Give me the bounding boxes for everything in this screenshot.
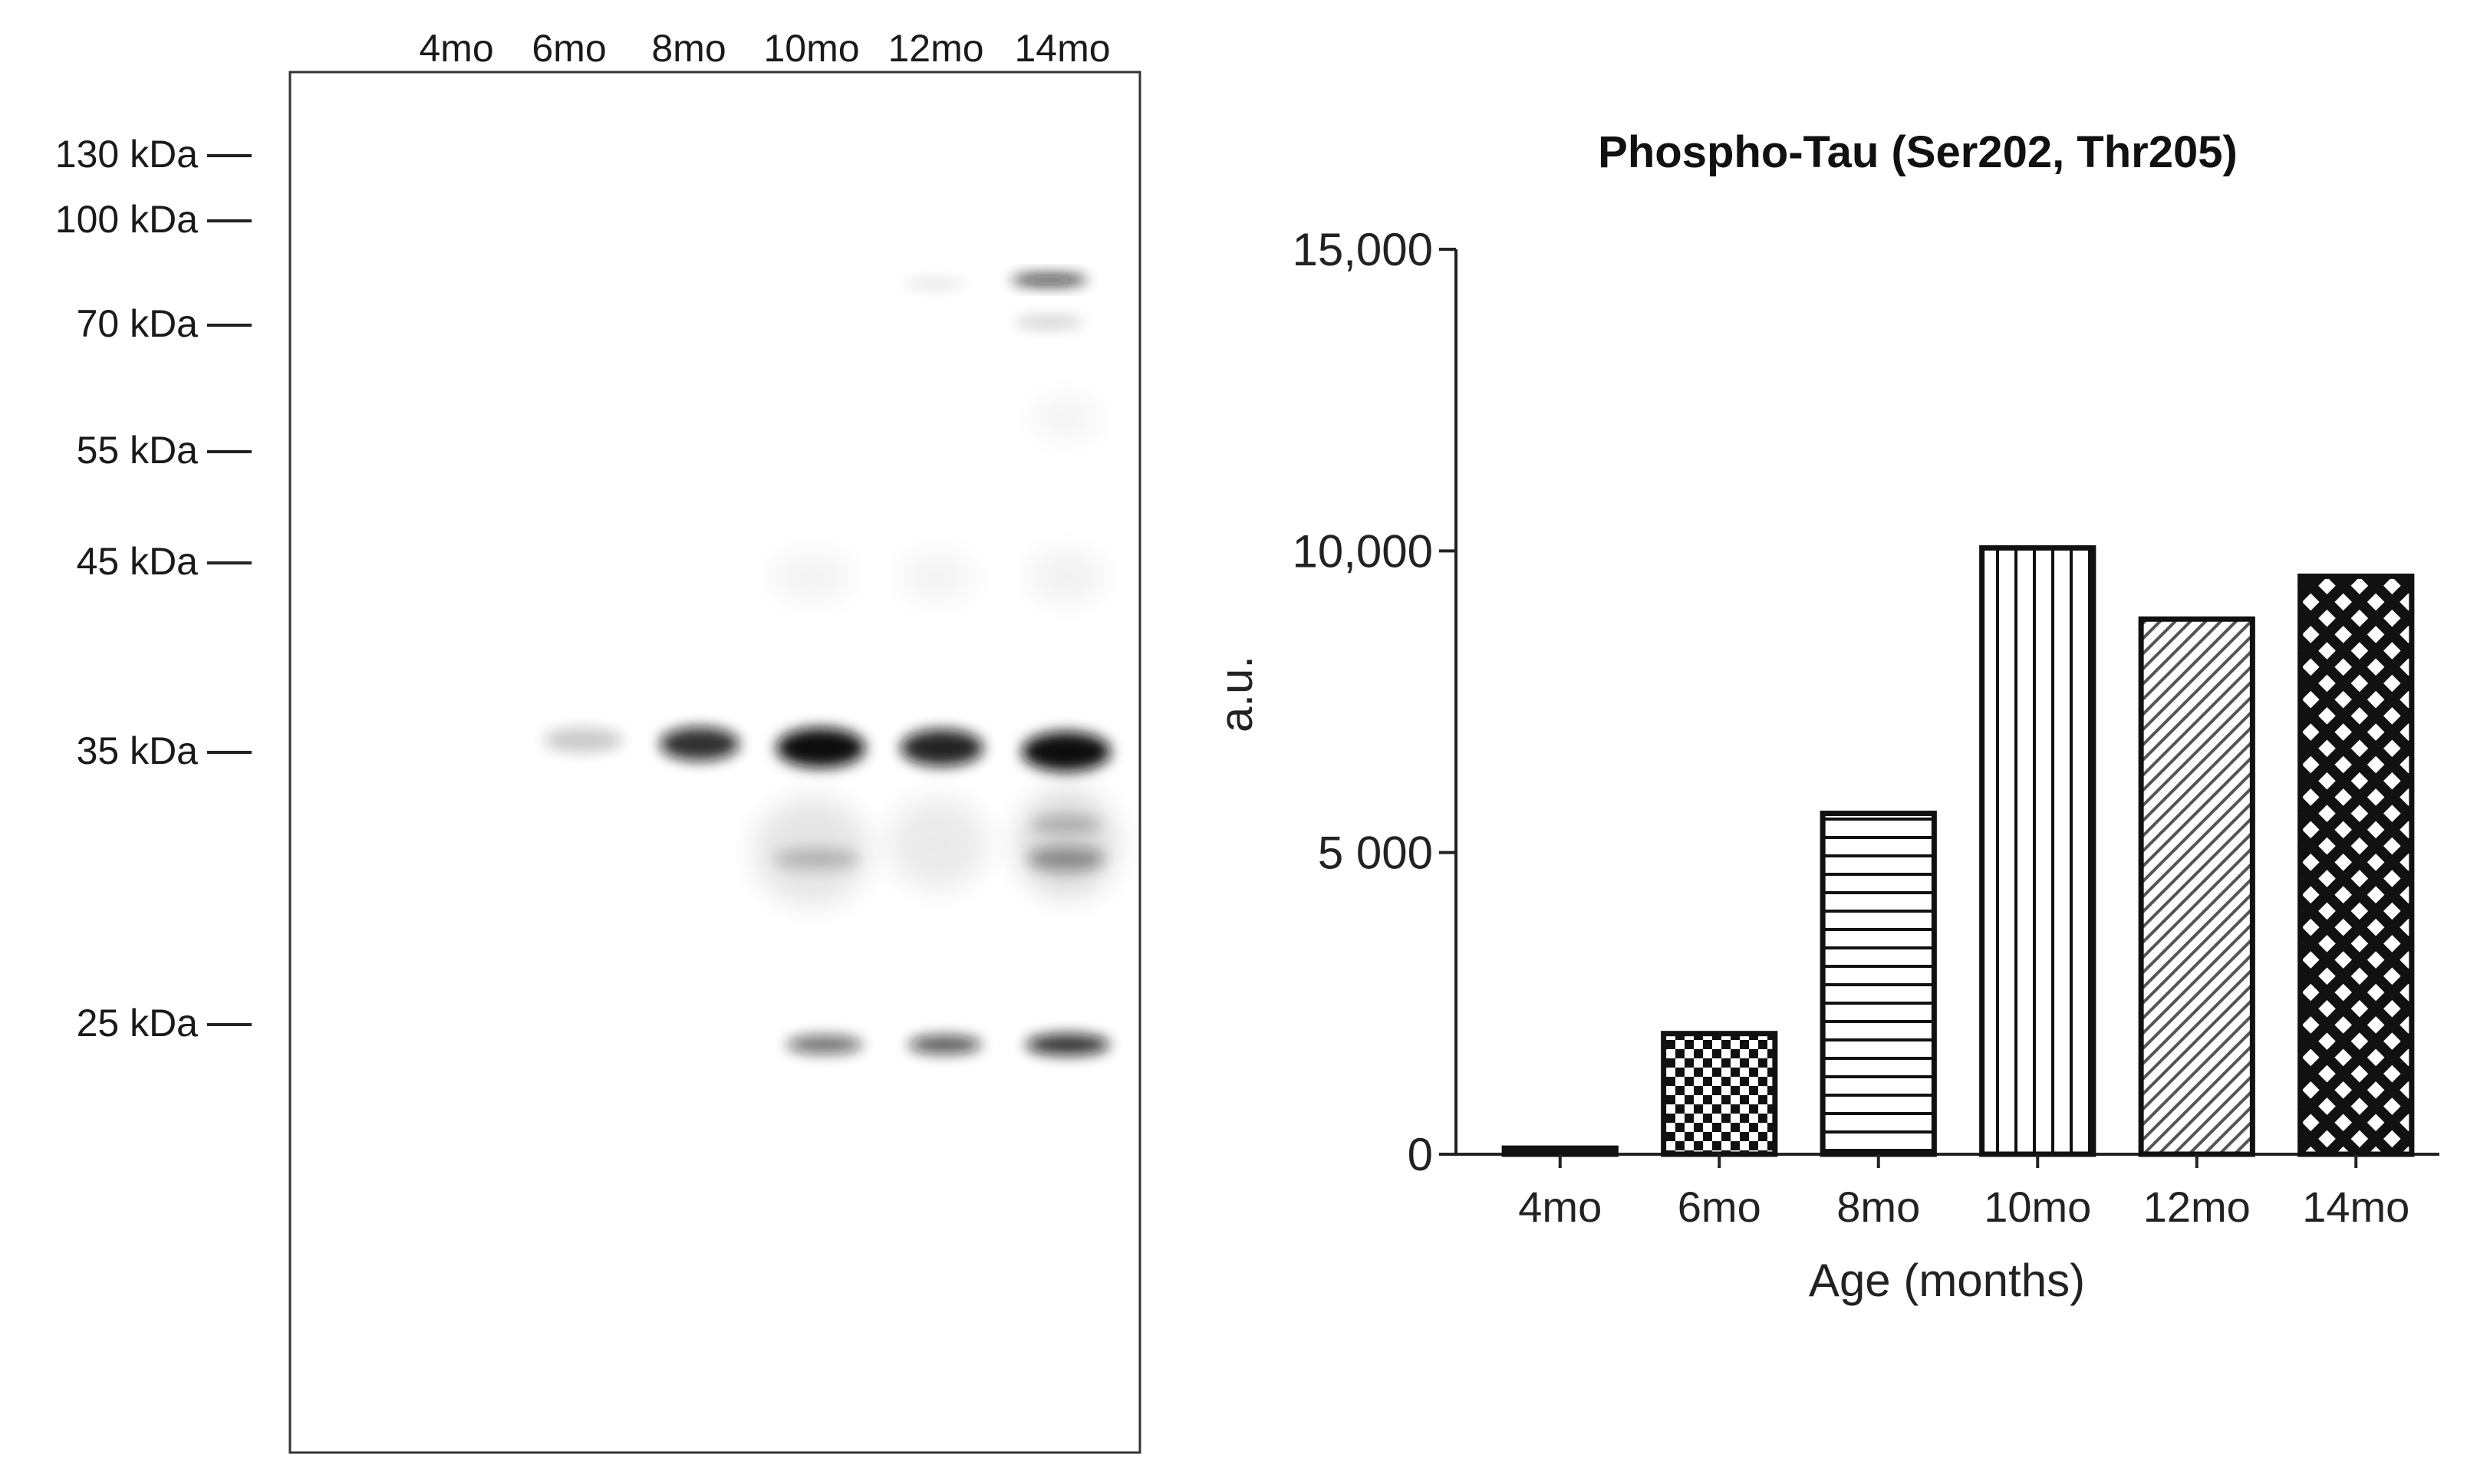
lane-label: 4mo — [419, 27, 493, 70]
band-80kda-12mo — [904, 279, 965, 288]
smear-12mo — [888, 798, 987, 890]
blot-bands — [543, 275, 1116, 1055]
smear-14mo — [1016, 790, 1116, 897]
band-30kda-10mo — [775, 848, 859, 870]
x-category-label: 8mo — [1836, 1183, 1920, 1231]
chart-title: Phospho-Tau (Ser202, Thr205) — [1598, 127, 2238, 177]
western-blot-panel: 4mo 6mo 8mo 10mo 12mo 14mo 130 kDa 100 k… — [55, 27, 1141, 1454]
band-35kda-8mo — [660, 727, 739, 761]
marker-label: 55 kDa — [77, 429, 199, 472]
lane-label: 14mo — [1014, 27, 1110, 70]
molecular-weight-markers: 130 kDa 100 kDa 70 kDa 55 kDa 45 kDa 35 … — [55, 133, 252, 1045]
lane-label: 12mo — [888, 27, 983, 70]
y-tick-label: 15,000 — [1292, 224, 1433, 275]
y-axis-title: a.u. — [1210, 656, 1262, 732]
blot-lane-labels: 4mo 6mo 8mo 10mo 12mo 14mo — [419, 27, 1110, 70]
x-category-label: 12mo — [2143, 1183, 2251, 1231]
bar-10mo — [1979, 545, 2096, 1157]
smear-55kda-14mo — [1032, 395, 1101, 441]
bar-4mo — [1501, 1145, 1619, 1157]
band-35kda-6mo — [543, 728, 623, 752]
band-35kda-12mo — [901, 729, 983, 766]
lane-label: 10mo — [763, 27, 859, 70]
blot-membrane — [288, 71, 1141, 1454]
bar-6mo — [1661, 1031, 1778, 1157]
x-category-label: 4mo — [1518, 1183, 1602, 1231]
smear-45kda-10mo — [769, 550, 854, 604]
marker-label: 70 kDa — [77, 302, 199, 345]
x-category-label: 10mo — [1984, 1183, 2091, 1231]
x-category-label: 14mo — [2302, 1183, 2409, 1231]
marker-label: 100 kDa — [55, 198, 198, 241]
band-35kda-10mo — [776, 728, 865, 768]
band-32kda-14mo — [1032, 817, 1101, 832]
bars — [1501, 545, 2415, 1157]
marker-label: 130 kDa — [55, 133, 198, 176]
y-axis-ticks: 0 5 000 10,000 15,000 — [1292, 224, 1456, 1180]
band-25kda-10mo — [786, 1035, 863, 1054]
marker-label: 25 kDa — [77, 1002, 199, 1045]
x-category-label: 6mo — [1678, 1183, 1761, 1231]
bar-14mo — [2297, 573, 2415, 1157]
bar-8mo — [1820, 811, 1937, 1157]
marker-label: 35 kDa — [77, 729, 199, 772]
y-tick-label: 10,000 — [1292, 525, 1433, 577]
x-axis-title: Age (months) — [1809, 1255, 2085, 1306]
smear-45kda-14mo — [1028, 550, 1105, 604]
band-80kda-14mo — [1011, 275, 1088, 285]
bar-12mo — [2138, 616, 2255, 1157]
band-35kda-14mo — [1022, 732, 1111, 772]
x-axis-category-labels: 4mo 6mo 8mo 10mo 12mo 14mo — [1518, 1154, 2409, 1231]
band-25kda-12mo — [908, 1035, 982, 1054]
lane-label: 6mo — [532, 27, 606, 70]
lane-label: 8mo — [651, 27, 726, 70]
band-25kda-14mo — [1026, 1034, 1110, 1055]
smear-45kda-12mo — [899, 550, 976, 604]
bar-chart-panel: Phospho-Tau (Ser202, Thr205) 0 5 000 10,00… — [1210, 127, 2439, 1306]
band-30kda-14mo — [1028, 847, 1105, 871]
marker-label: 45 kDa — [77, 540, 199, 583]
y-tick-label: 5 000 — [1318, 828, 1433, 879]
y-tick-label: 0 — [1408, 1129, 1433, 1180]
band-70kda-14mo — [1015, 316, 1084, 328]
